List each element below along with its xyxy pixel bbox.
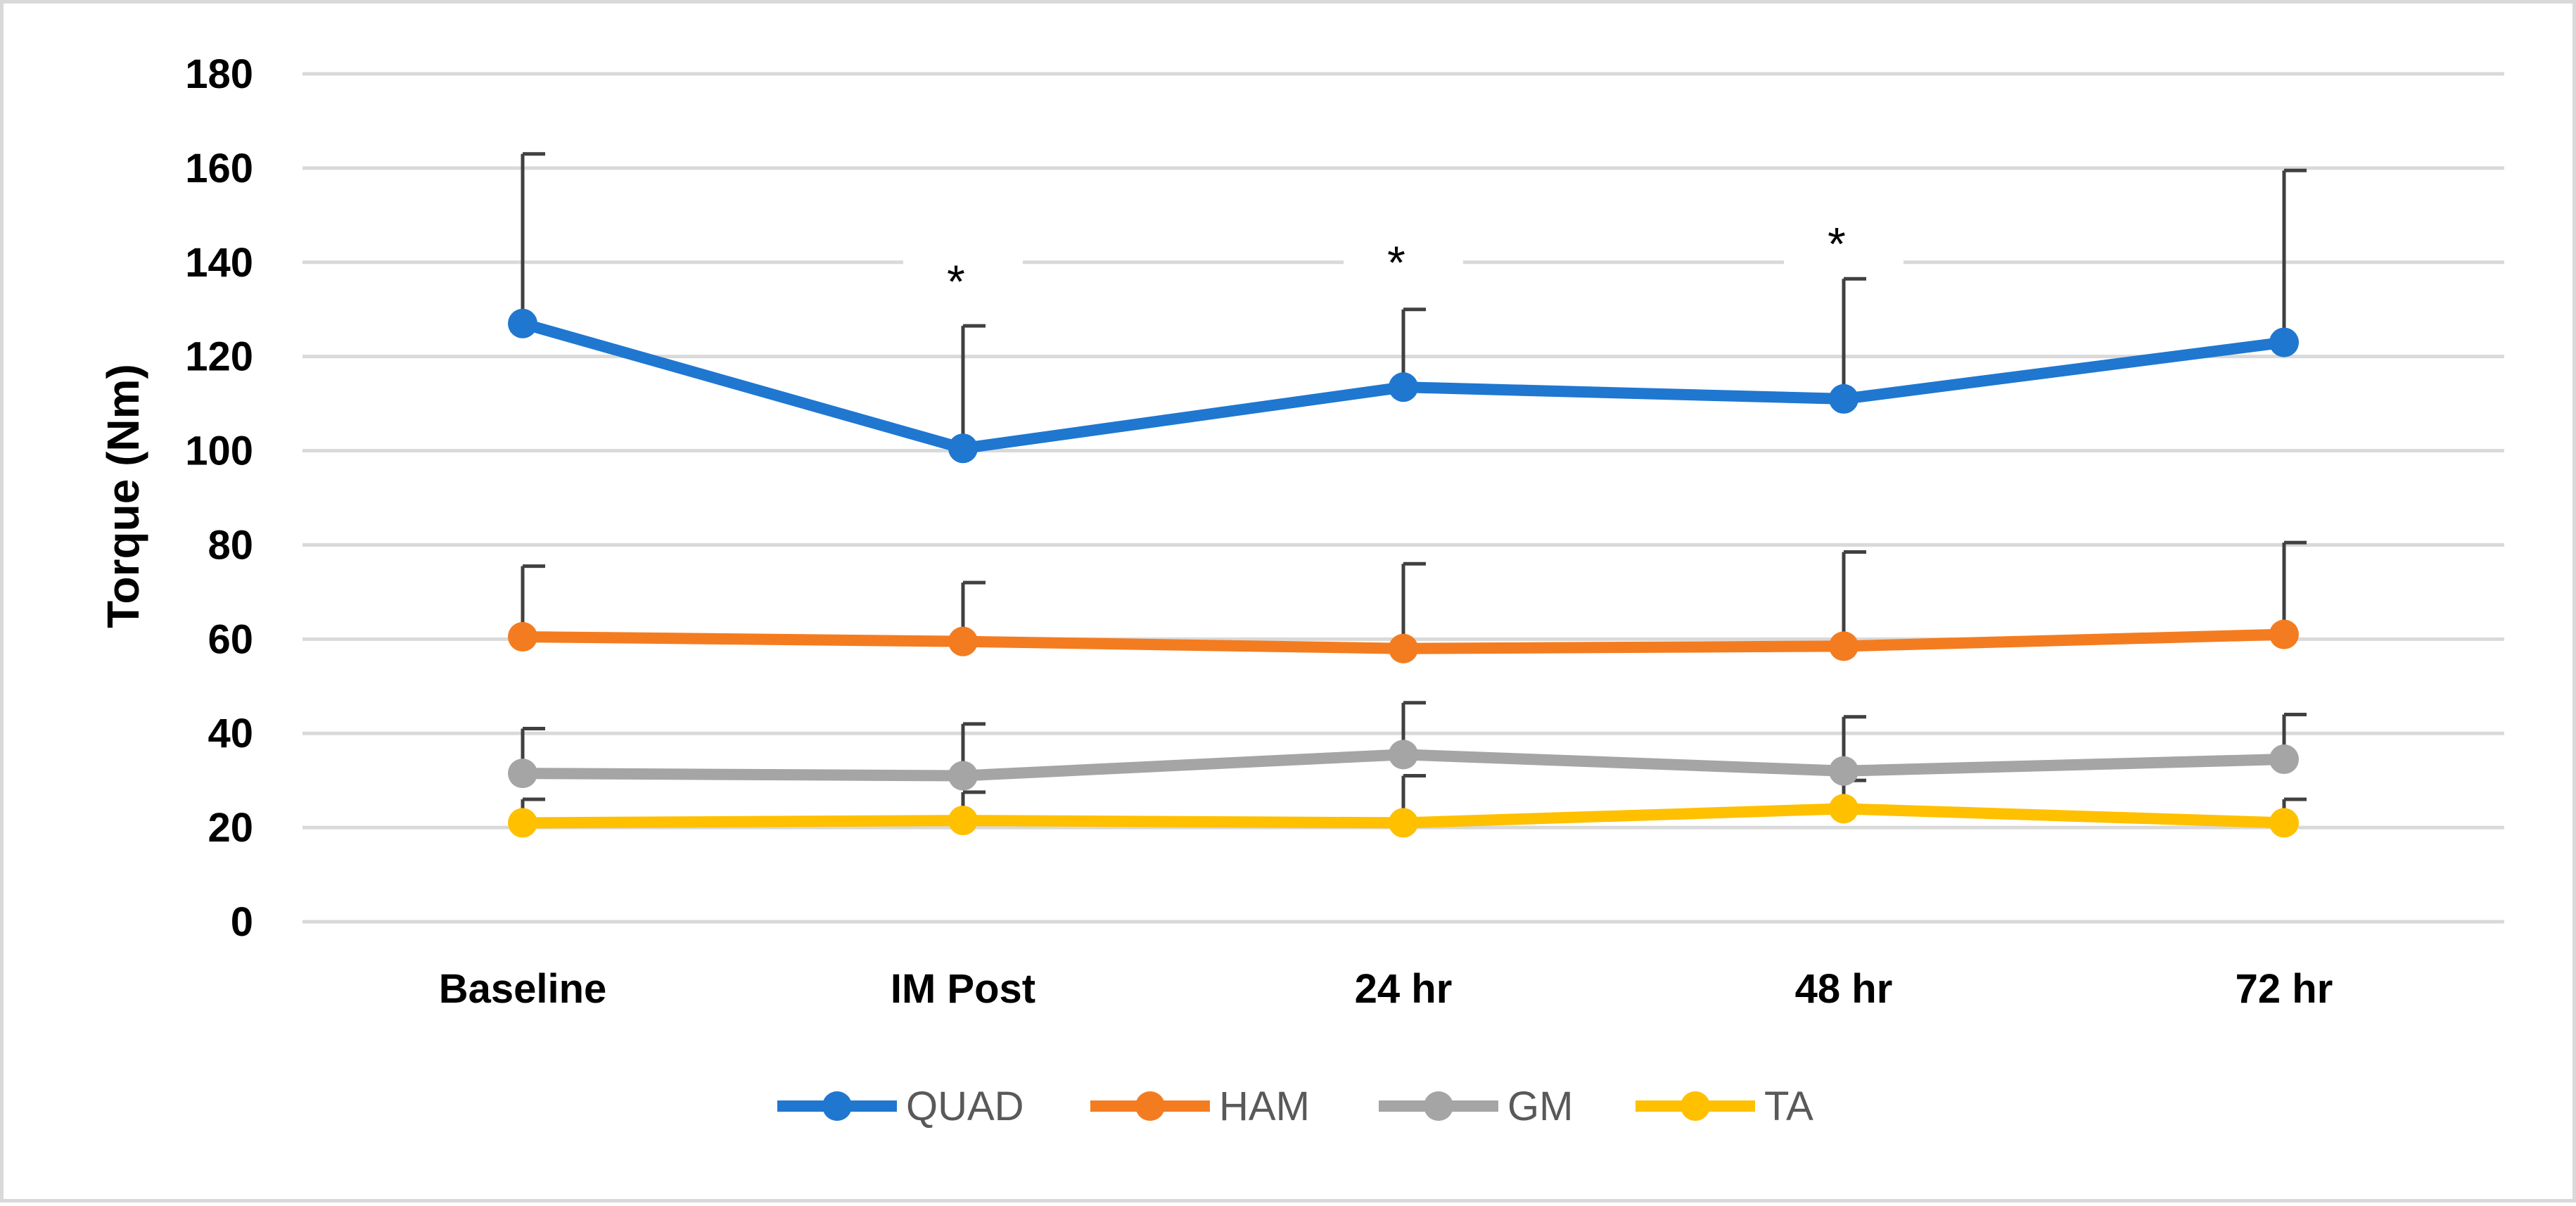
legend-swatch-marker: [1135, 1091, 1165, 1121]
significance-star: *: [1828, 217, 1846, 269]
data-point-ta: [948, 806, 978, 836]
data-point-ta: [1389, 808, 1418, 838]
line-chart: 0 20 40 60 80 100 120 140 160 180 Baseline IM Post…: [98, 51, 2504, 1129]
y-tick-label: 0: [231, 899, 253, 945]
x-tick-label: Baseline: [439, 966, 607, 1012]
legend-label-gm: GM: [1507, 1084, 1573, 1129]
data-point-ta: [2269, 808, 2299, 838]
data-point-quad: [508, 308, 537, 338]
legend-swatch-marker: [822, 1091, 852, 1121]
x-tick-label: IM Post: [891, 966, 1035, 1012]
data-point-ham: [2269, 619, 2299, 649]
annotation-backdrop: [903, 241, 1023, 305]
data-point-ta: [1829, 794, 1858, 824]
y-tick-label: 20: [208, 805, 253, 851]
data-point-gm: [948, 761, 978, 791]
legend-swatch-marker: [1681, 1091, 1710, 1121]
annotation-backdrop: [1784, 203, 1904, 267]
y-tick-label: 140: [185, 240, 253, 286]
significance-star: *: [947, 255, 965, 307]
legend: QUAD HAM GM TA: [777, 1084, 1813, 1129]
x-tick-label: 72 hr: [2236, 966, 2333, 1012]
data-point-gm: [2269, 744, 2299, 775]
data-point-ham: [1829, 631, 1858, 661]
y-axis-label: Torque (Nm): [98, 364, 148, 628]
annotation-backdrop: [1344, 222, 1463, 286]
significance-annotations: * * *: [903, 203, 1904, 307]
y-tick-label: 40: [208, 711, 253, 756]
data-point-ham: [508, 621, 537, 652]
data-point-quad: [1829, 383, 1858, 414]
data-point-quad: [2269, 327, 2299, 357]
legend-swatch-marker: [1424, 1091, 1453, 1121]
x-tick-label: 24 hr: [1355, 966, 1453, 1012]
x-axis-tick-labels: Baseline IM Post 24 hr 48 hr 72 hr: [439, 966, 2333, 1012]
series-points: [508, 308, 2299, 838]
y-tick-label: 120: [185, 334, 253, 380]
data-point-gm: [508, 758, 537, 789]
y-tick-label: 80: [208, 522, 253, 568]
data-point-ham: [948, 626, 978, 656]
y-tick-label: 160: [185, 146, 253, 191]
data-point-quad: [1389, 372, 1418, 402]
data-point-ta: [508, 808, 537, 838]
legend-label-quad: QUAD: [906, 1084, 1024, 1129]
y-tick-label: 100: [185, 429, 253, 474]
y-tick-label: 60: [208, 616, 253, 662]
error-bars: [521, 152, 2307, 823]
significance-star: *: [1387, 236, 1405, 288]
data-point-gm: [1389, 740, 1418, 770]
legend-label-ham: HAM: [1219, 1084, 1310, 1129]
x-tick-label: 48 hr: [1795, 966, 1893, 1012]
data-point-quad: [948, 433, 978, 464]
data-point-ham: [1389, 633, 1418, 664]
legend-label-ta: TA: [1764, 1084, 1813, 1129]
data-point-gm: [1829, 756, 1858, 786]
y-axis-tick-labels: 0 20 40 60 80 100 120 140 160 180: [185, 51, 253, 945]
y-tick-label: 180: [185, 51, 253, 97]
